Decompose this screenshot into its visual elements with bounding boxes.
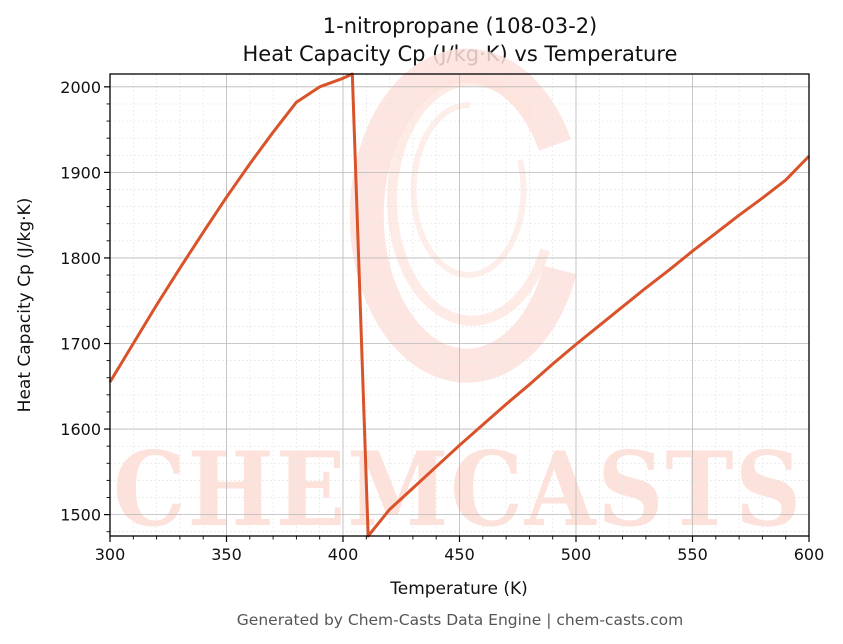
x-tick-label: 600 (794, 545, 825, 564)
x-axis-label: Temperature (K) (389, 579, 528, 599)
y-tick-label: 1700 (60, 335, 101, 354)
y-axis-label: Heat Capacity Cp (J/kg·K) (15, 198, 35, 413)
chart-title: 1-nitropropane (108-03-2) (323, 14, 598, 38)
x-tick-label: 300 (95, 545, 126, 564)
y-tick-label: 1500 (60, 506, 101, 525)
x-tick-label: 500 (561, 545, 592, 564)
y-tick-label: 1800 (60, 249, 101, 268)
x-tick-label: 400 (328, 545, 359, 564)
x-tick-label: 550 (677, 545, 708, 564)
watermark-swirl-logo (349, 48, 577, 383)
x-tick-label: 450 (444, 545, 475, 564)
x-tick-label: 350 (211, 545, 242, 564)
y-axis: 1500 1600 1700 1800 1900 2000 (60, 78, 110, 533)
watermark-text: CHEMCASTS (113, 430, 803, 550)
y-tick-label: 2000 (60, 78, 101, 97)
series-line-heat-capacity (108, 72, 811, 538)
chemcasts-watermark: CHEMCASTS (113, 48, 803, 550)
y-tick-label: 1600 (60, 420, 101, 439)
x-axis: 300 350 400 450 500 550 600 (95, 536, 825, 564)
footer-credit: Generated by Chem-Casts Data Engine | ch… (237, 611, 683, 629)
y-tick-label: 1900 (60, 163, 101, 182)
